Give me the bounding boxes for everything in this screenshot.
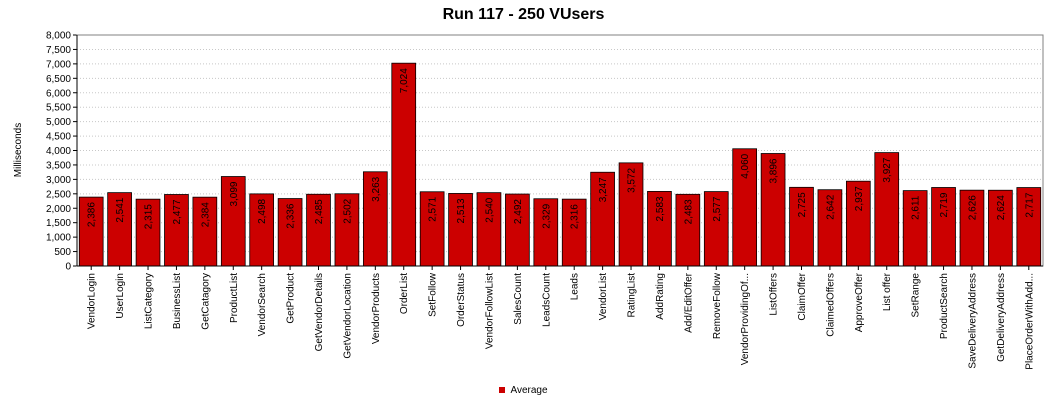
x-tick-label: SalesCount <box>513 273 524 325</box>
x-tick-label: GetProduct <box>286 273 297 324</box>
y-tick-label: 6,500 <box>46 74 71 85</box>
legend-label: Average <box>510 385 548 396</box>
data-label: 2,642 <box>825 194 836 219</box>
data-label: 2,624 <box>996 195 1007 220</box>
data-label: 2,540 <box>484 197 495 222</box>
x-tick-label: Leads <box>570 273 581 300</box>
x-tick-label: VendorProvidingOf... <box>740 273 751 365</box>
x-tick-label: RemoveFollow <box>712 272 723 339</box>
x-tick-label: VendorList <box>598 273 609 320</box>
x-tick-label: SetRange <box>911 273 922 318</box>
bars: 2,386 2,541 2,315 2,477 2,384 3,099 2,498 2,336… <box>78 62 1042 267</box>
data-label: 3,247 <box>598 177 609 202</box>
x-tick-label: SetFollow <box>428 272 439 317</box>
x-tick-label: ProductList <box>229 273 240 323</box>
x-tick-label: ApproveOffer <box>854 272 865 332</box>
data-label: 2,485 <box>314 199 325 224</box>
legend-swatch <box>499 387 506 394</box>
x-tick-label: VendorLogin <box>87 273 98 329</box>
data-label: 2,626 <box>967 195 978 220</box>
data-label: 2,336 <box>286 203 297 228</box>
data-label: 2,498 <box>257 198 268 223</box>
data-label: 2,719 <box>939 192 950 217</box>
data-label: 2,492 <box>513 199 524 224</box>
x-tick-label: ListOffers <box>769 273 780 316</box>
data-label: 2,483 <box>683 199 694 224</box>
data-label: 3,572 <box>627 167 638 192</box>
data-label: 2,477 <box>172 199 183 224</box>
data-label: 2,583 <box>655 196 666 221</box>
x-tick-label: VendorProducts <box>371 273 382 344</box>
x-tick-label: OrderList <box>399 273 410 314</box>
x-tick-label: GetDeliveryAddress <box>996 273 1007 362</box>
data-label: 2,329 <box>541 203 552 228</box>
y-tick-label: 4,500 <box>46 132 71 143</box>
y-tick-label: 7,500 <box>46 45 71 56</box>
x-tick-label: PlaceOrderWithAdd... <box>1024 273 1035 370</box>
data-label: 2,717 <box>1024 192 1035 217</box>
x-tick-label: GetCatagory <box>200 273 211 330</box>
y-tick-label: 5,500 <box>46 103 71 114</box>
x-tick-label: GetVendorLocation <box>342 273 353 359</box>
data-label: 2,541 <box>115 197 126 222</box>
y-tick-label: 500 <box>54 247 71 258</box>
y-tick-label: 1,500 <box>46 218 71 229</box>
data-label: 2,725 <box>797 192 808 217</box>
axes: 0 500 1,000 1,500 2,000 2,500 3,000 3,500 4,000 4… <box>46 31 1044 370</box>
data-label: 3,896 <box>769 158 780 183</box>
y-tick-label: 3,000 <box>46 175 71 186</box>
x-tick-label: SaveDeliveryAddress <box>967 273 978 369</box>
data-label: 2,502 <box>342 198 353 223</box>
data-label: 3,099 <box>229 181 240 206</box>
data-label: 2,577 <box>712 196 723 221</box>
y-axis-title: Milliseconds <box>13 123 24 177</box>
data-label: 2,937 <box>854 186 865 211</box>
y-tick-label: 2,000 <box>46 204 71 215</box>
x-tick-label: LeadsCount <box>541 273 552 327</box>
x-tick-label: OrderStatus <box>456 273 467 327</box>
y-tick-label: 8,000 <box>46 31 71 42</box>
x-tick-label: GetVendorDetails <box>314 273 325 351</box>
data-label: 2,386 <box>87 202 98 227</box>
x-tick-label: ClaimedOffers <box>825 273 836 337</box>
data-label: 2,315 <box>144 204 155 229</box>
legend: Average <box>0 385 1047 396</box>
x-tick-label: ProductSearch <box>939 273 950 339</box>
y-tick-label: 0 <box>65 262 71 273</box>
y-tick-label: 2,500 <box>46 189 71 200</box>
y-tick-label: 3,500 <box>46 160 71 171</box>
chart-title: Run 117 - 250 VUsers <box>442 6 605 23</box>
data-label: 2,571 <box>428 196 439 221</box>
x-tick-label: VendorSearch <box>257 273 268 336</box>
x-tick-label: ClaimOffer <box>797 272 808 320</box>
data-label: 3,263 <box>371 176 382 201</box>
x-tick-label: List offer <box>882 272 893 311</box>
data-label: 2,316 <box>570 204 581 229</box>
y-tick-label: 7,000 <box>46 59 71 70</box>
x-tick-label: AddRating <box>655 273 666 320</box>
x-tick-label: Add/EditOffer <box>683 272 694 333</box>
y-tick-label: 4,000 <box>46 146 71 157</box>
x-tick-label: UserLogin <box>115 273 126 319</box>
data-label: 7,024 <box>399 68 410 93</box>
data-label: 4,060 <box>740 153 751 178</box>
y-tick-label: 1,000 <box>46 233 71 244</box>
data-label: 2,384 <box>200 202 211 227</box>
data-label: 2,513 <box>456 198 467 223</box>
x-tick-label: ListCategory <box>144 273 155 329</box>
x-tick-label: VendorFollowList <box>484 273 495 349</box>
data-label: 3,927 <box>882 157 893 182</box>
y-tick-label: 6,000 <box>46 88 71 99</box>
data-label: 2,611 <box>911 195 922 220</box>
x-tick-label: RatingList <box>627 273 638 318</box>
y-tick-label: 5,000 <box>46 117 71 128</box>
x-tick-label: BusinessList <box>172 273 183 329</box>
